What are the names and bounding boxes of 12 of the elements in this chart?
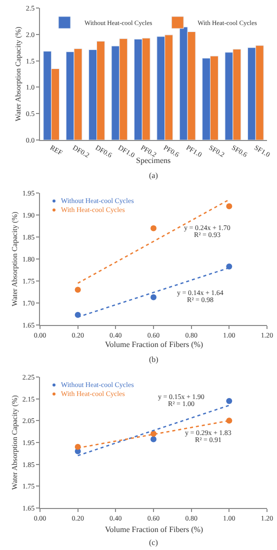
point: [150, 436, 156, 442]
point: [150, 225, 156, 232]
point: [74, 286, 81, 293]
text: (c): [149, 538, 158, 547]
x-axis-title: Specimens: [136, 156, 171, 165]
point: [150, 294, 156, 300]
point: [226, 398, 232, 404]
text: (b): [149, 355, 159, 364]
text: (a): [149, 171, 158, 180]
x-axis-title: Volume Fraction of Fibers (%): [105, 525, 204, 534]
point: [226, 203, 232, 210]
x-axis-title: Volume Fraction of Fibers (%): [105, 340, 204, 349]
